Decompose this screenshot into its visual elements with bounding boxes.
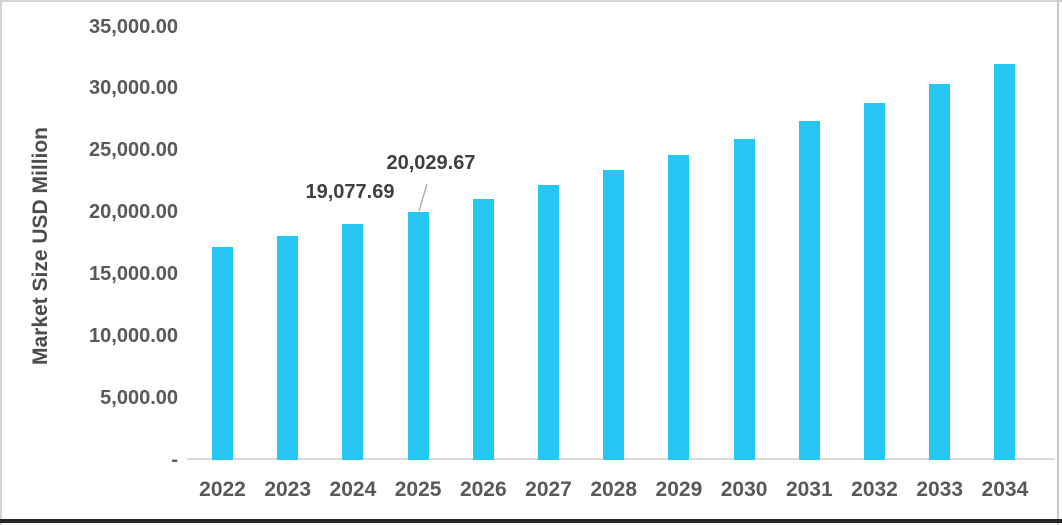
bar-2026 (472, 199, 494, 460)
bar-2022 (212, 247, 233, 460)
y-tick-label: 15,000.00 (89, 262, 178, 285)
bar-2030 (733, 138, 755, 460)
bar-2025 (407, 212, 429, 460)
bar-2034 (994, 63, 1016, 460)
bar-2032 (864, 103, 885, 460)
x-tick-label: 2033 (916, 478, 964, 501)
x-tick-label: 2031 (785, 478, 833, 501)
x-tick-label: 2023 (264, 478, 312, 501)
data-label-2025: 20,029.67 (386, 152, 476, 174)
y-tick-label: 20,000.00 (89, 201, 178, 224)
frame-border-bottom (0, 519, 1062, 523)
y-tick-label: - (171, 448, 178, 471)
frame-border-top (0, 0, 1062, 2)
x-tick-label: 2024 (329, 478, 377, 501)
frame-border-left (0, 0, 2, 525)
leader-line (418, 183, 428, 212)
x-tick-label: 2027 (525, 478, 572, 501)
y-tick-label: 25,000.00 (89, 139, 178, 162)
bar-2031 (798, 121, 820, 460)
bar-2028 (603, 170, 625, 460)
x-tick-label: 2034 (981, 478, 1029, 501)
x-tick-label: 2026 (459, 478, 507, 501)
frame-border-right (1057, 0, 1059, 525)
y-tick-label: 10,000.00 (89, 324, 178, 347)
bar-2033 (929, 84, 951, 460)
x-tick-label: 2030 (720, 478, 768, 501)
bar-2024 (342, 224, 364, 460)
y-tick-label: 35,000.00 (89, 15, 178, 38)
x-tick-label: 2032 (851, 478, 898, 501)
x-tick-label: 2022 (199, 478, 246, 501)
bar-2027 (538, 185, 559, 460)
y-tick-label: 5,000.00 (100, 386, 178, 409)
x-tick-label: 2028 (590, 478, 638, 501)
y-tick-label: 30,000.00 (89, 77, 178, 100)
data-label-2024: 19,077.69 (305, 181, 395, 203)
x-tick-label: 2025 (394, 478, 442, 501)
x-tick-label: 2029 (655, 478, 703, 501)
bar-2029 (668, 154, 690, 460)
bar-2023 (277, 236, 299, 460)
